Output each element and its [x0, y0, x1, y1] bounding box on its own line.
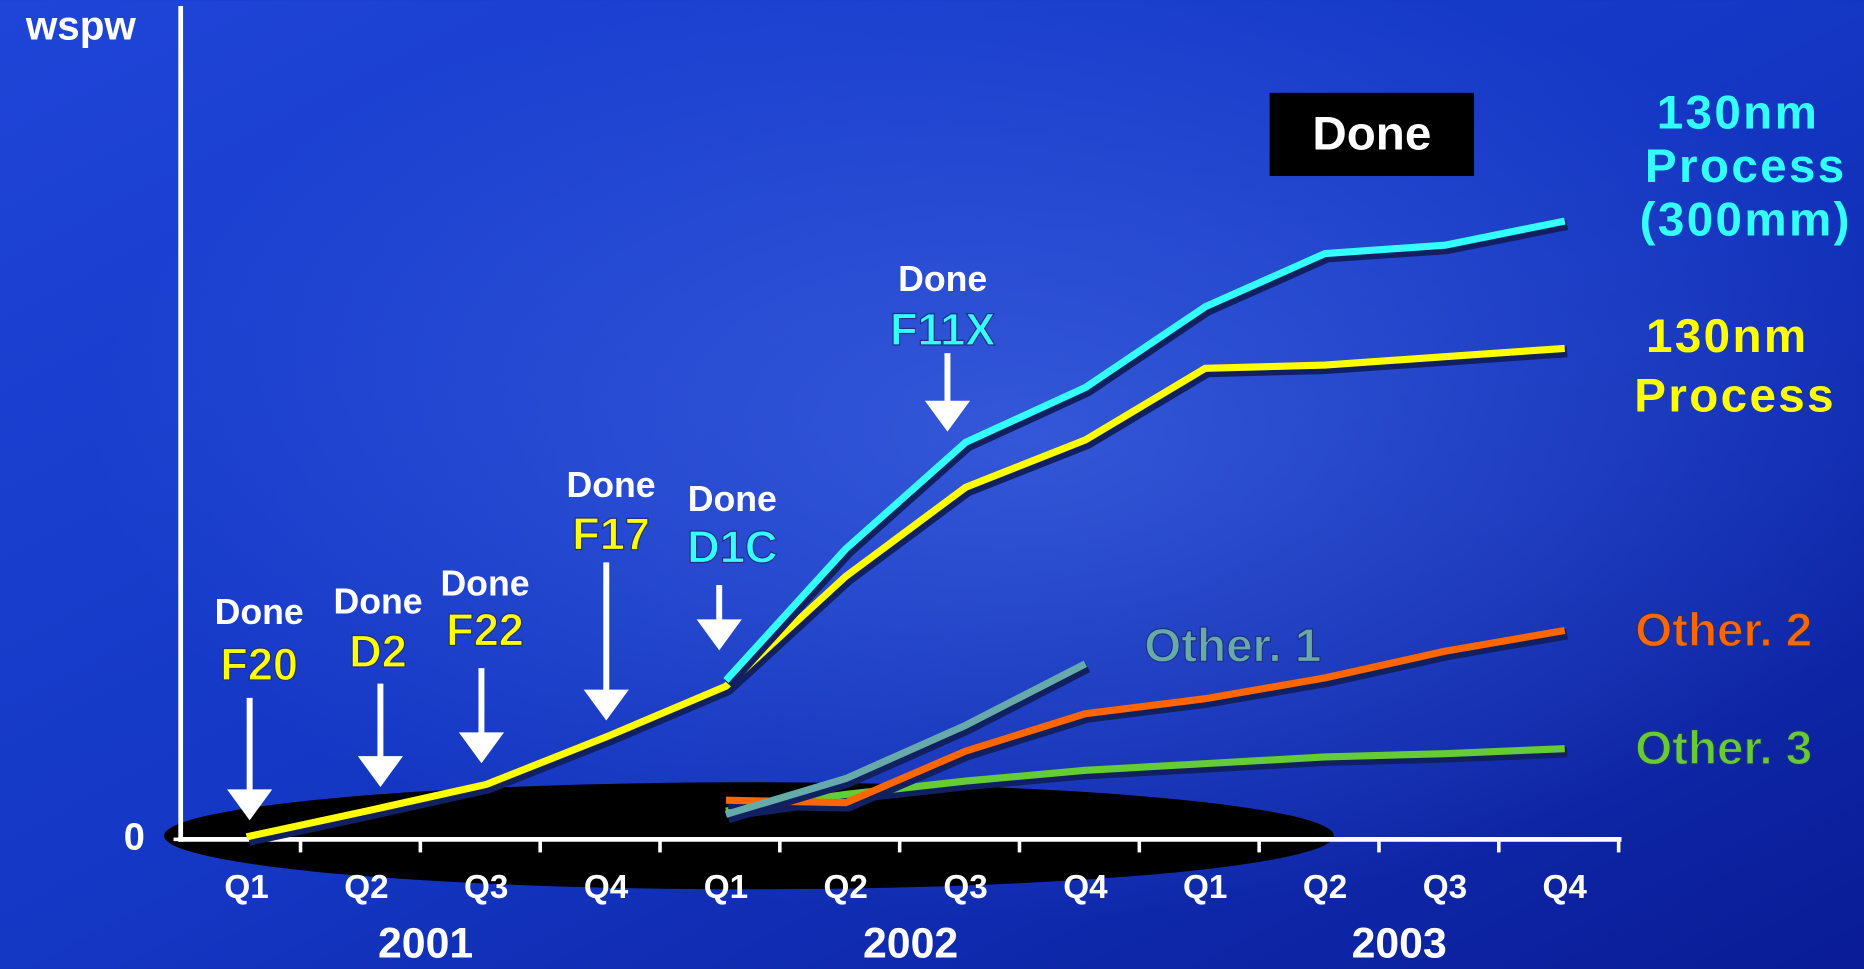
line-shadow	[728, 628, 1569, 812]
milestone-status: Done	[333, 581, 422, 621]
shadow-ellipse	[164, 782, 1334, 890]
legend-label: 130nm Process	[1619, 309, 1836, 421]
legend-label: Other. 2	[1635, 604, 1812, 657]
legend-label: Other. 3	[1635, 722, 1812, 775]
done-box	[1269, 92, 1475, 177]
milestone-status: Done	[688, 479, 777, 519]
milestone-status: Done	[440, 564, 529, 604]
milestone-arrow-head	[458, 732, 505, 764]
y-tick-label: 0	[124, 816, 145, 858]
x-tick-label: Q2	[824, 869, 868, 906]
milestone-status: Done	[215, 592, 304, 632]
milestone-name: D1C	[687, 521, 777, 572]
legend-label: Other. 1	[1144, 620, 1321, 673]
year-label: 2001	[378, 920, 473, 968]
done-box-label: Done	[1312, 107, 1431, 160]
milestone-name: D2	[349, 626, 407, 677]
x-tick-label: Q2	[1303, 869, 1347, 906]
milestone-status: Done	[566, 465, 655, 505]
milestone-arrow-head	[924, 400, 971, 432]
x-tick-label: Q4	[584, 869, 629, 906]
series-line	[725, 626, 1566, 807]
x-tick-label: Q3	[464, 869, 508, 906]
series-line	[245, 344, 1565, 841]
series-line	[723, 217, 1566, 683]
x-tick-label: Q1	[1183, 869, 1227, 906]
milestone-arrow-head	[583, 689, 629, 721]
year-label: 2003	[1352, 920, 1447, 968]
x-tick-label: Q3	[943, 869, 987, 906]
milestone-arrow-head	[227, 789, 273, 821]
x-tick-label: Q1	[224, 869, 268, 906]
line-shadow	[726, 662, 1091, 824]
year-label: 2002	[863, 920, 958, 968]
x-tick-label: Q4	[1063, 869, 1108, 906]
x-tick-label: Q2	[344, 869, 388, 906]
milestone-name: F11X	[890, 304, 995, 355]
milestone-status: Done	[898, 259, 987, 299]
x-tick-label: Q1	[704, 869, 748, 906]
y-axis-label: wspw	[25, 2, 137, 48]
series-line	[724, 660, 1088, 818]
milestone-name: F22	[446, 605, 524, 656]
x-tick-label: Q3	[1423, 869, 1467, 906]
milestone-name: F17	[572, 508, 650, 559]
milestone-name: F20	[220, 639, 298, 690]
milestone-arrow-head	[357, 756, 403, 788]
line-shadow	[247, 346, 1568, 846]
milestone-arrow-head	[696, 619, 742, 651]
x-tick-label: Q4	[1543, 869, 1588, 906]
line-shadow	[724, 219, 1569, 688]
legend-label: 130nm Process (300mm)	[1624, 86, 1852, 246]
